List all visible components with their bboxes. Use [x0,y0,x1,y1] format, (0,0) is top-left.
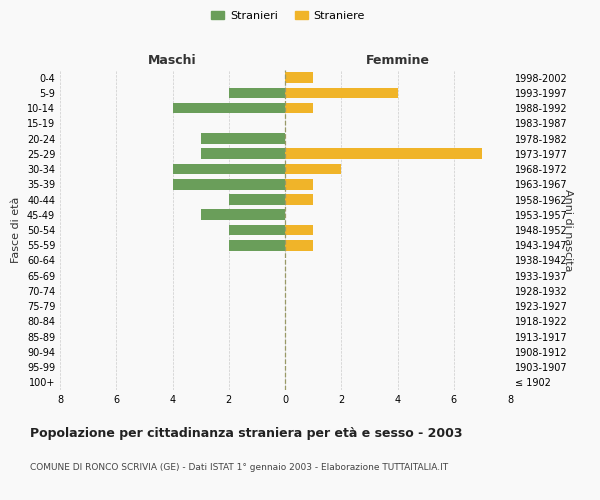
Bar [285,103,313,114]
Bar [285,194,313,205]
Bar [285,179,313,190]
Y-axis label: Anni di nascita: Anni di nascita [563,188,573,271]
Bar [229,88,285,98]
Bar [285,88,398,98]
Bar [229,224,285,235]
Bar [229,194,285,205]
Bar [285,240,313,250]
Bar [173,179,285,190]
Bar [285,72,313,83]
Y-axis label: Fasce di età: Fasce di età [11,197,21,263]
Text: COMUNE DI RONCO SCRIVIA (GE) - Dati ISTAT 1° gennaio 2003 - Elaborazione TUTTAIT: COMUNE DI RONCO SCRIVIA (GE) - Dati ISTA… [30,462,448,471]
Bar [285,148,482,159]
Bar [200,210,285,220]
Bar [229,240,285,250]
Legend: Stranieri, Straniere: Stranieri, Straniere [207,6,369,26]
Bar [200,148,285,159]
Text: Popolazione per cittadinanza straniera per età e sesso - 2003: Popolazione per cittadinanza straniera p… [30,428,463,440]
Bar [285,164,341,174]
Text: Maschi: Maschi [148,54,197,67]
Bar [173,103,285,114]
Bar [173,164,285,174]
Bar [285,224,313,235]
Bar [200,133,285,144]
Text: Femmine: Femmine [365,54,430,67]
